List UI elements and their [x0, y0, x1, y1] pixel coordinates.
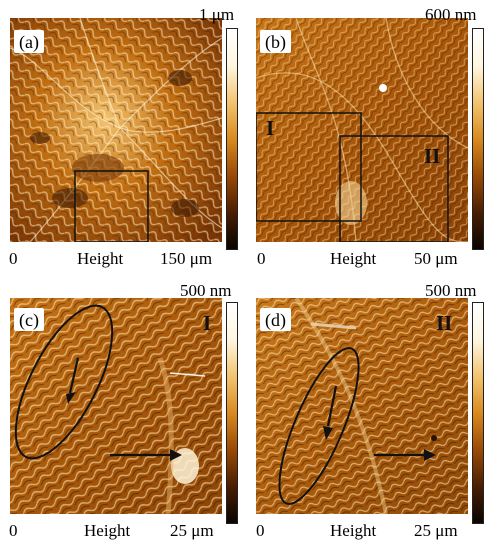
colorbar-a	[226, 28, 238, 250]
arrowhead-d1	[323, 426, 333, 440]
axis-title-a: Height	[77, 249, 124, 268]
colorbar-b	[472, 28, 484, 250]
axis-start-b: 0	[257, 249, 266, 268]
panel-label-d: (d)	[260, 308, 291, 331]
box-region-I	[256, 112, 362, 222]
axis-title-c: Height	[84, 521, 131, 540]
box-label-I: I	[266, 116, 275, 140]
axis-end-c: 25 μm	[170, 521, 214, 540]
ellipse-marker-c	[14, 304, 114, 460]
colorbar-c	[226, 302, 238, 524]
arrowhead-d2	[424, 449, 436, 461]
afm-image-b	[256, 18, 468, 242]
arrowhead-c2	[170, 449, 182, 461]
arrowhead-c1	[66, 392, 76, 404]
region-label-c: I	[203, 311, 212, 335]
afm-image-c	[10, 298, 222, 514]
panel-label-b: (b)	[260, 30, 291, 53]
scale-max-b: 600 nm	[425, 5, 477, 24]
zoom-box-a	[74, 170, 149, 242]
scale-max-a: 1 μm	[199, 5, 235, 24]
scale-max-c: 500 nm	[180, 281, 232, 300]
panel-label-c: (c)	[14, 308, 44, 331]
colorbar-d	[472, 302, 484, 524]
axis-start-c: 0	[9, 521, 18, 540]
region-label-d: II	[436, 311, 453, 335]
axis-start-a: 0	[9, 249, 18, 268]
axis-end-b: 50 μm	[414, 249, 458, 268]
axis-end-a: 150 μm	[160, 249, 213, 268]
afm-image-d	[256, 298, 468, 514]
axis-title-d: Height	[330, 521, 377, 540]
box-label-II: II	[424, 144, 441, 168]
afm-image-a	[10, 18, 222, 242]
axis-start-d: 0	[256, 521, 265, 540]
axis-title-b: Height	[330, 249, 377, 268]
axis-end-d: 25 μm	[414, 521, 458, 540]
box-region-II	[339, 135, 449, 242]
panel-label-a: (a)	[14, 30, 44, 53]
scale-max-d: 500 nm	[425, 281, 477, 300]
ellipse-marker-d	[278, 347, 360, 505]
